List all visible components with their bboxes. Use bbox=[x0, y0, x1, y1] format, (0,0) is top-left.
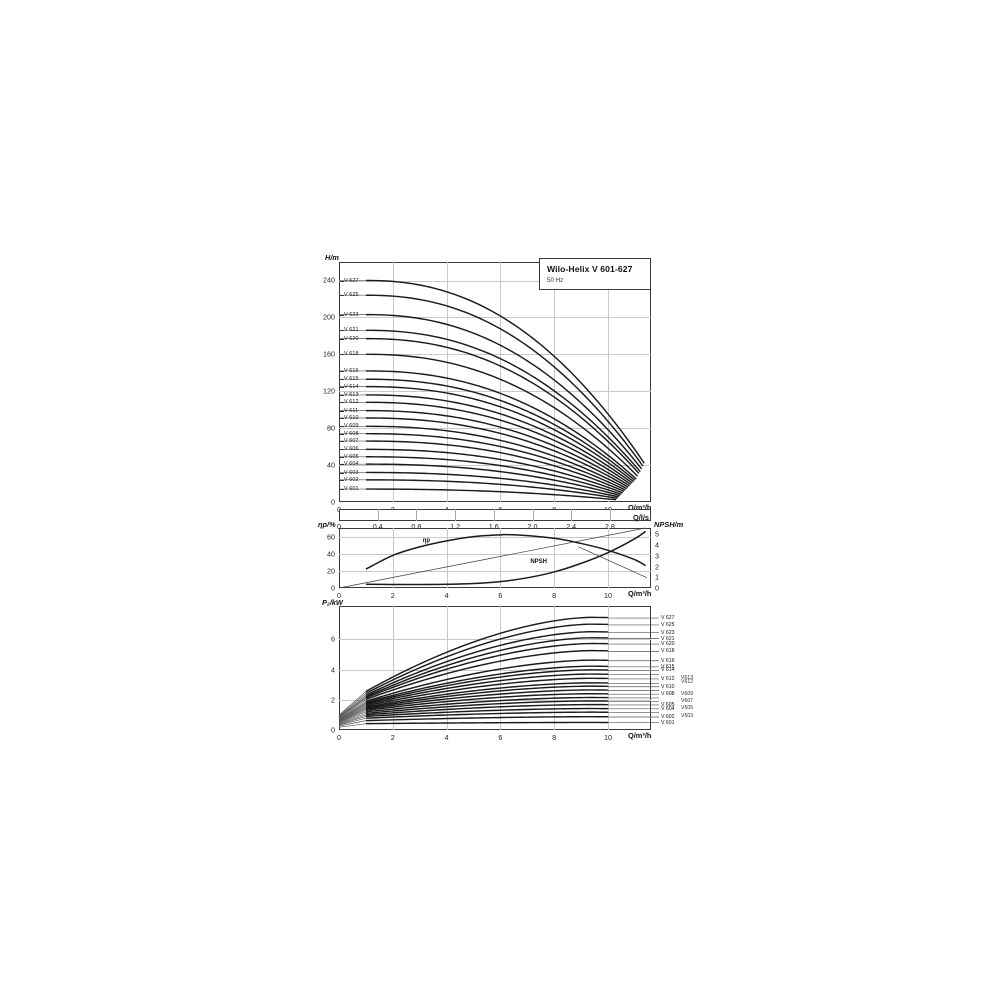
efficiency-x-axis-title: Q/m³/h bbox=[628, 589, 652, 598]
npsh-y-axis-title: NPSH/m bbox=[654, 520, 684, 529]
head-y-axis-title: H/m bbox=[325, 253, 339, 262]
head-chart-frame bbox=[339, 262, 651, 502]
efficiency-npsh-chart: ηp NPSH bbox=[338, 527, 651, 589]
head-x-axis-title-2: Q/l/s bbox=[633, 513, 650, 522]
head-curves bbox=[339, 279, 645, 501]
chart-title: Wilo-Helix V 601-627 bbox=[547, 264, 633, 274]
chart-subtitle: 50 Hz bbox=[547, 276, 564, 284]
power-y-axis-title: P₂/kW bbox=[322, 598, 343, 607]
head-secondary-axis bbox=[339, 509, 651, 521]
head-x-axis-title: Q/m³/h bbox=[628, 503, 652, 512]
npsh-curve-label: NPSH bbox=[530, 559, 548, 566]
head-curve-chart bbox=[339, 262, 651, 502]
power-curves bbox=[338, 616, 659, 728]
efficiency-npsh-curves bbox=[338, 527, 648, 589]
chart-title-box: Wilo-Helix V 601-627 50 Hz bbox=[539, 258, 651, 290]
power-x-axis-title: Q/m³/h bbox=[628, 731, 652, 740]
power-curve-chart bbox=[338, 606, 659, 730]
efficiency-y-axis-title: ηp/% bbox=[318, 520, 336, 529]
eta-curve-label: ηp bbox=[422, 538, 431, 545]
secondary-axis-frame bbox=[339, 509, 651, 521]
